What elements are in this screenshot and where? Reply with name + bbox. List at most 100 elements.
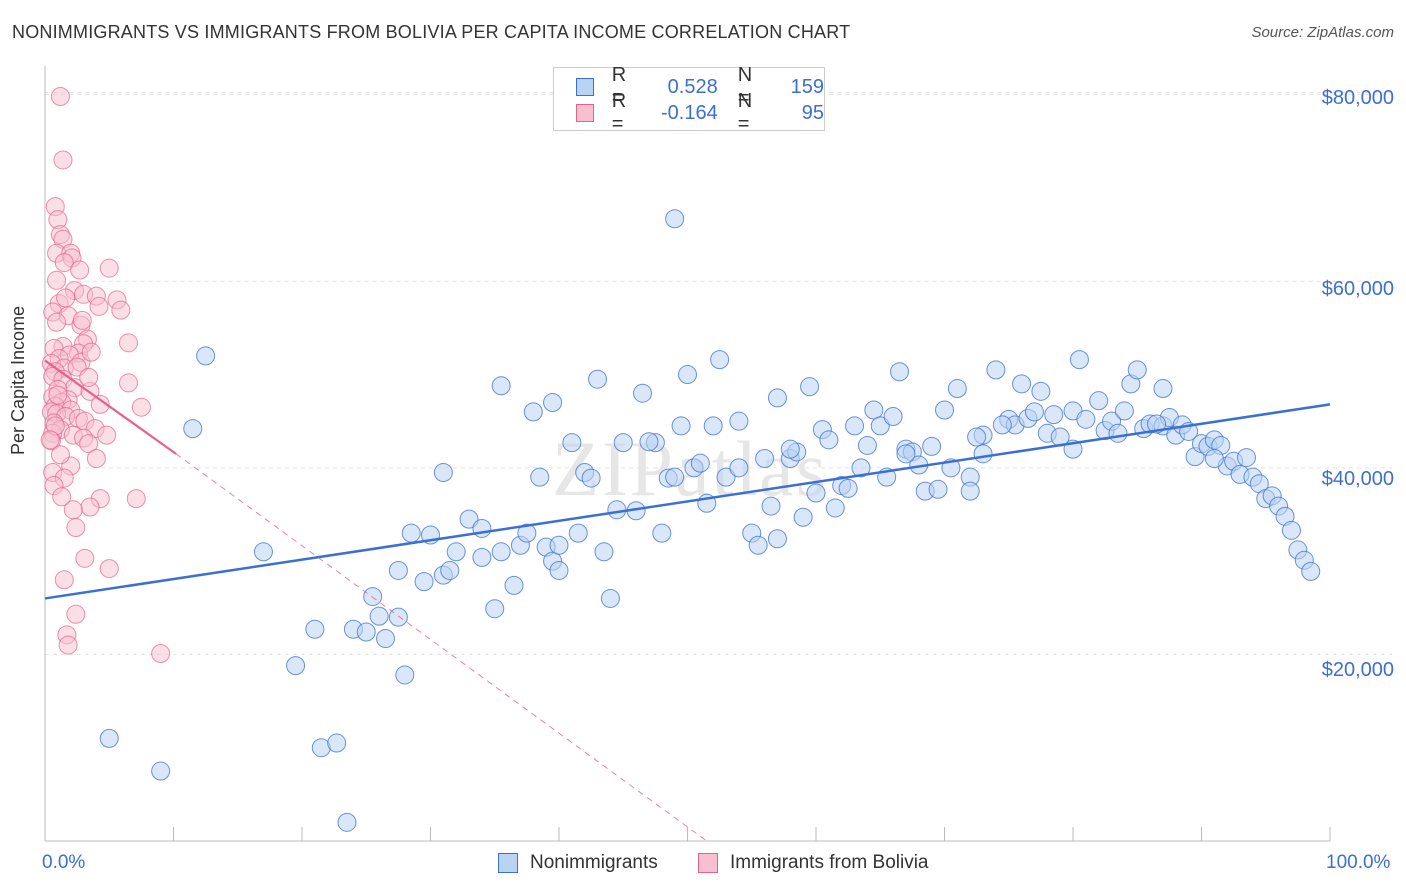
nonimmigrant-point (748, 535, 768, 555)
nonimmigrant-trend-line (44, 403, 1331, 600)
bolivia-point (75, 548, 95, 568)
nonimmigrant-point (755, 449, 775, 468)
nonimmigrant-point (388, 560, 408, 580)
nonimmigrant-point (388, 607, 408, 627)
nonimmigrant-point (504, 575, 524, 595)
legend-item-nonimmigrants: Nonimmigrants (498, 852, 658, 874)
nonimmigrant-point (819, 430, 839, 450)
nonimmigrant-point (767, 388, 787, 408)
nonimmigrant-point (491, 376, 511, 396)
legend-label: Immigrants from Bolivia (730, 852, 929, 873)
nonimmigrant-point (710, 350, 730, 370)
correlation-legend: R = 0.528 N = 159 R = -0.164 N = 95 (553, 64, 825, 135)
blue-swatch-icon (576, 78, 594, 96)
pink-swatch-icon (698, 853, 718, 873)
bolivia-point (86, 449, 106, 468)
nonimmigrant-point (151, 761, 171, 781)
bolivia-points (40, 87, 171, 663)
nonimmigrant-point (376, 629, 396, 649)
nonimmigrant-point (491, 542, 511, 562)
nonimmigrant-point (806, 483, 826, 503)
nonimmigrant-point (581, 468, 601, 488)
bolivia-point (56, 288, 76, 308)
nonimmigrant-point (549, 535, 569, 555)
nonimmigrant-point (973, 444, 993, 464)
nonimmigrant-point (549, 560, 569, 580)
nonimmigrant-point (600, 588, 620, 608)
nonimmigrant-point (327, 733, 347, 753)
nonimmigrant-point (568, 523, 588, 543)
nonimmigrant-point (1012, 374, 1032, 394)
nonimmigrant-point (1281, 520, 1301, 540)
bolivia-point (52, 487, 72, 507)
bolivia-point (79, 434, 99, 454)
nonimmigrant-point (472, 547, 492, 567)
n-label: N = (737, 90, 753, 135)
legend-item-bolivia: Immigrants from Bolivia (698, 852, 929, 874)
nonimmigrant-point (992, 415, 1012, 435)
nonimmigrant-point (414, 572, 434, 592)
axes (44, 66, 1331, 842)
bolivia-point (70, 260, 90, 280)
bolivia-point (47, 312, 67, 332)
nonimmigrant-point (607, 500, 627, 520)
nonimmigrant-point (845, 416, 865, 436)
n-label: N = (737, 64, 753, 109)
nonimmigrant-point (433, 462, 453, 482)
bolivia-point (72, 310, 92, 330)
nonimmigrant-point (870, 416, 890, 436)
nonimmigrant-point (196, 346, 216, 366)
nonimmigrant-point (922, 436, 942, 456)
nonimmigrant-point (1069, 350, 1089, 370)
bolivia-point (99, 559, 119, 579)
nonimmigrant-point (1236, 448, 1256, 468)
legend-row-bolivia: R = -0.164 N = 95 (576, 90, 824, 135)
nonimmigrant-point (1076, 409, 1096, 429)
nonimmigrant-point (678, 365, 697, 385)
n-value: 159 (790, 75, 825, 98)
nonimmigrant-point (446, 542, 466, 562)
nonimmigrant-point (337, 812, 357, 832)
nonimmigrant-point (286, 656, 306, 676)
nonimmigrant-point (967, 427, 987, 447)
bolivia-point (119, 333, 139, 353)
nonimmigrant-point (883, 407, 903, 427)
nonimmigrant-point (935, 400, 954, 420)
nonimmigrant-point (305, 619, 325, 639)
blue-swatch-icon (498, 853, 518, 873)
nonimmigrant-points (99, 209, 1321, 832)
nonimmigrant-point (767, 529, 787, 549)
nonimmigrant-point (864, 400, 884, 420)
nonimmigrant-point (928, 479, 948, 499)
nonimmigrant-point (1089, 391, 1109, 411)
bolivia-point (111, 300, 131, 320)
nonimmigrant-point (761, 496, 781, 516)
y-tick-label: $80,000 (1321, 87, 1394, 109)
bolivia-point (131, 397, 151, 417)
nonimmigrant-point (253, 542, 273, 562)
bolivia-point (63, 500, 83, 520)
nonimmigrant-point (588, 369, 608, 389)
nonimmigrant-point (652, 523, 672, 543)
nonimmigrant-point (523, 402, 543, 422)
nonimmigrant-point (716, 467, 736, 487)
nonimmigrant-point (633, 383, 653, 403)
bolivia-point (90, 394, 110, 414)
bolivia-point (99, 258, 119, 278)
nonimmigrant-point (690, 453, 710, 473)
bolivia-point (151, 643, 171, 663)
x-tick-label-end: 100.0% (1326, 852, 1391, 873)
bolivia-point (47, 270, 67, 290)
r-value: 0.528 (667, 75, 718, 98)
nonimmigrant-point (401, 523, 421, 543)
nonimmigrant-point (395, 665, 415, 685)
bolivia-point (66, 518, 86, 538)
nonimmigrant-point (671, 416, 691, 436)
nonimmigrant-point (780, 439, 800, 459)
bolivia-point (40, 430, 60, 450)
nonimmigrant-point (1153, 379, 1173, 399)
chart-title: NONIMMIGRANTS VS IMMIGRANTS FROM BOLIVIA… (12, 22, 851, 42)
nonimmigrant-point (960, 481, 980, 501)
nonimmigrant-point (530, 467, 550, 487)
nonimmigrant-point (459, 509, 479, 529)
